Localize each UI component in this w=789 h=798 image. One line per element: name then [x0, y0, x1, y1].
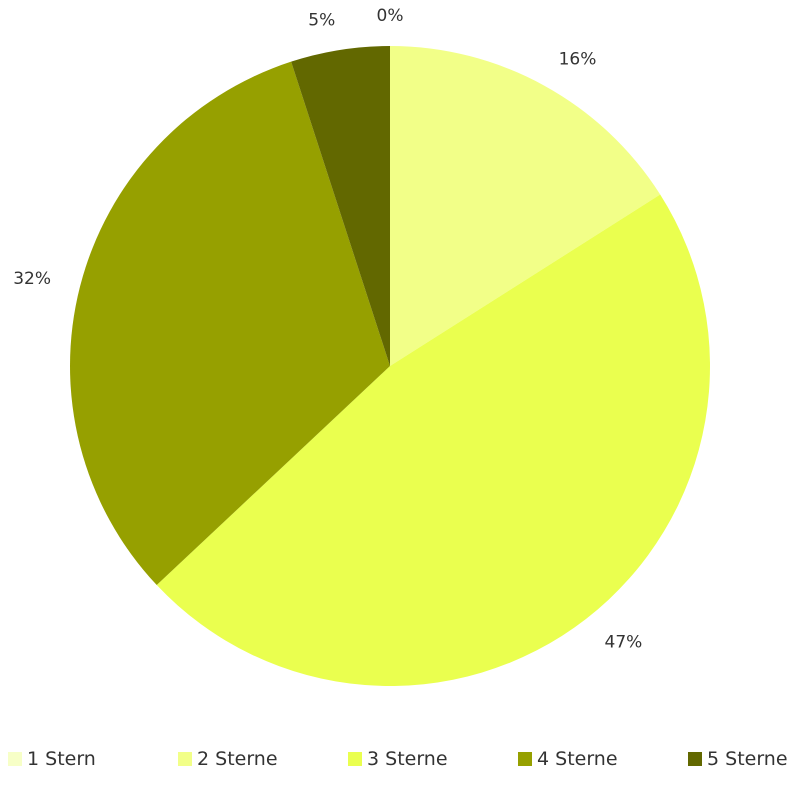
data-label-4-sterne: 32% [13, 269, 51, 289]
pie-slice-2-sterne[interactable] [390, 46, 661, 366]
legend-item-1-stern[interactable]: 1 Stern [8, 748, 178, 770]
data-label-3-sterne: 47% [605, 633, 643, 653]
legend-swatch-4-sterne [518, 752, 532, 766]
legend-label-3-sterne: 3 Sterne [367, 748, 448, 770]
legend-item-3-sterne[interactable]: 3 Sterne [348, 748, 518, 770]
legend-label-2-sterne: 2 Sterne [197, 748, 278, 770]
legend: 1 Stern 2 Sterne 3 Sterne 4 Sterne 5 Ste… [8, 748, 789, 770]
legend-label-4-sterne: 4 Sterne [537, 748, 618, 770]
data-label-2-sterne: 16% [559, 49, 597, 69]
legend-label-1-stern: 1 Stern [27, 748, 96, 770]
legend-item-5-sterne[interactable]: 5 Sterne [688, 748, 788, 770]
legend-item-4-sterne[interactable]: 4 Sterne [518, 748, 688, 770]
data-label-5-sterne: 5% [308, 10, 335, 30]
legend-swatch-3-sterne [348, 752, 362, 766]
legend-swatch-2-sterne [178, 752, 192, 766]
pie-slice-4-sterne[interactable] [69, 61, 391, 586]
pie-chart: 0% 16% 47% 32% 5% [13, 6, 710, 686]
legend-item-2-sterne[interactable]: 2 Sterne [178, 748, 348, 770]
data-label-1-stern: 0% [377, 6, 404, 26]
legend-swatch-5-sterne [688, 752, 702, 766]
pie-slice-3-sterne[interactable] [156, 194, 710, 686]
legend-label-5-sterne: 5 Sterne [707, 748, 788, 770]
pie-slice-5-sterne[interactable] [291, 46, 390, 366]
legend-swatch-1-stern [8, 752, 22, 766]
